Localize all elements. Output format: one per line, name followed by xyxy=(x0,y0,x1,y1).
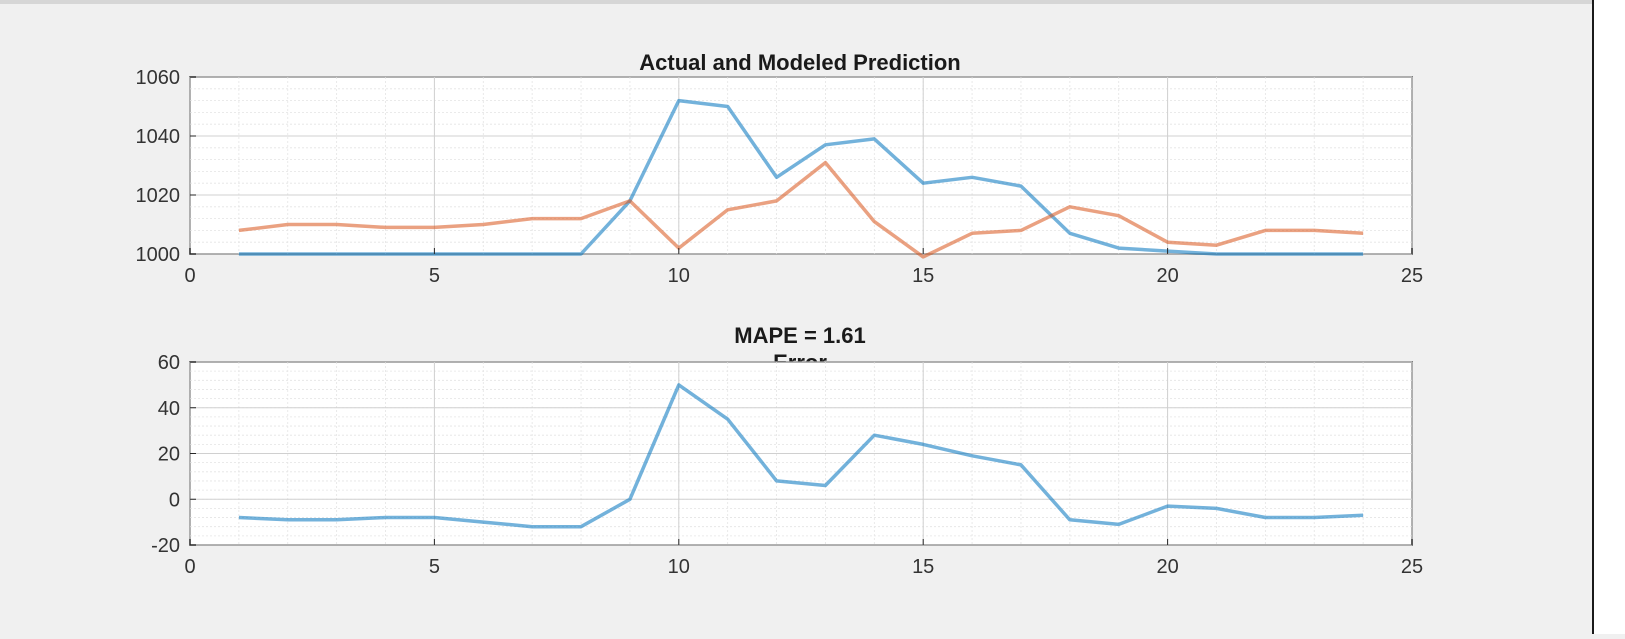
x-tick-label: 0 xyxy=(184,265,195,287)
axes-box xyxy=(189,76,1413,255)
y-tick-label: 0 xyxy=(169,489,180,511)
y-tick-label: 60 xyxy=(158,352,180,374)
chart-title: Actual and Modeled Prediction xyxy=(639,50,960,75)
x-tick-label: 20 xyxy=(1156,556,1178,578)
x-tick-label: 15 xyxy=(912,556,934,578)
series-line-1 xyxy=(238,98,1364,256)
x-tick-label: 10 xyxy=(668,556,690,578)
y-tick-label: 1000 xyxy=(136,244,181,266)
y-tick-label: 40 xyxy=(158,398,180,420)
x-tick-label: 5 xyxy=(429,265,440,287)
x-tick-label: 25 xyxy=(1401,265,1423,287)
y-tick-label: 20 xyxy=(158,444,180,466)
x-tick-label: 25 xyxy=(1401,556,1423,578)
y-tick-label: -20 xyxy=(151,535,180,557)
plot-lines xyxy=(238,98,1364,259)
series-line-2 xyxy=(238,160,1364,259)
plot-lines xyxy=(238,383,1364,529)
x-tick-label: 0 xyxy=(184,556,195,578)
series-line-1 xyxy=(238,383,1364,529)
x-tick-label: 15 xyxy=(912,265,934,287)
y-tick-label: 1040 xyxy=(136,126,181,148)
x-tick-label: 5 xyxy=(429,556,440,578)
tick-labels: 0 5 10 15 20 25 1000 1020 1040 1060 xyxy=(136,67,1424,287)
window-right-margin xyxy=(1594,0,1625,634)
x-tick-label: 20 xyxy=(1156,265,1178,287)
subplot-actual-vs-modeled: Actual and Modeled Prediction 0 5 10 15 20 25… xyxy=(136,50,1424,287)
window-right-border xyxy=(1592,0,1595,634)
y-tick-label: 1020 xyxy=(136,185,181,207)
y-tick-label: 1060 xyxy=(136,67,181,89)
x-tick-label: 10 xyxy=(668,265,690,287)
chart-title: MAPE = 1.61 xyxy=(734,323,865,348)
window-top-border xyxy=(0,0,1594,4)
